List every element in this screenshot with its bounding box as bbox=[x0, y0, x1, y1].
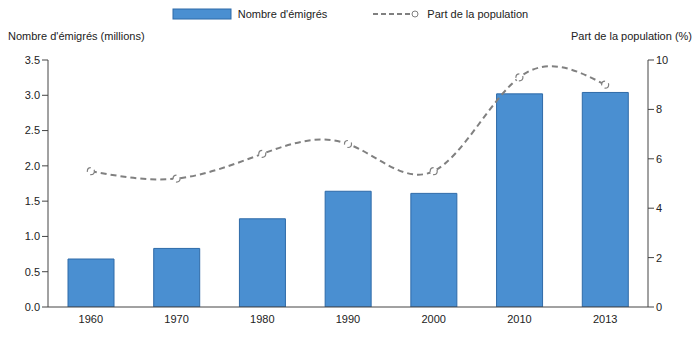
svg-text:8: 8 bbox=[656, 103, 662, 115]
html-text:Part de la population: Part de la population bbox=[427, 8, 529, 20]
svg-text:2000: 2000 bbox=[421, 313, 445, 325]
svg-text:1990: 1990 bbox=[336, 313, 360, 325]
svg-text:1970: 1970 bbox=[164, 313, 188, 325]
svg-text:0.0: 0.0 bbox=[25, 301, 40, 313]
svg-text:2.5: 2.5 bbox=[25, 124, 40, 136]
html-text:Part de la population (%): Part de la population (%) bbox=[570, 30, 692, 42]
svg-text:4: 4 bbox=[656, 202, 662, 214]
svg-text:6: 6 bbox=[656, 153, 662, 165]
html-text:Nombre d'émigrés: Nombre d'émigrés bbox=[237, 8, 328, 20]
svg-text:1960: 1960 bbox=[79, 313, 103, 325]
svg-text:10: 10 bbox=[656, 54, 668, 66]
svg-text:3.5: 3.5 bbox=[25, 54, 40, 66]
svg-text:2.0: 2.0 bbox=[25, 160, 40, 172]
svg-text:2010: 2010 bbox=[507, 313, 531, 325]
html-text:Nombre d'émigrés (millions): Nombre d'émigrés (millions) bbox=[8, 30, 145, 42]
svg-text:2013: 2013 bbox=[593, 313, 617, 325]
svg-text:3.0: 3.0 bbox=[25, 89, 40, 101]
svg-text:0.5: 0.5 bbox=[25, 266, 40, 278]
svg-text:2: 2 bbox=[656, 252, 662, 264]
svg-text:1.5: 1.5 bbox=[25, 195, 40, 207]
svg-text:1980: 1980 bbox=[250, 313, 274, 325]
svg-text:0: 0 bbox=[656, 301, 662, 313]
svg-text:1.0: 1.0 bbox=[25, 230, 40, 242]
